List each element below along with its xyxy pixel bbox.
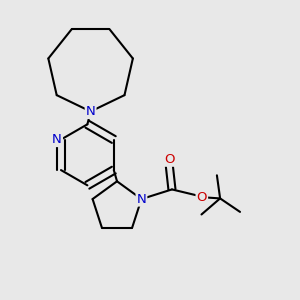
Text: N: N xyxy=(86,105,95,118)
Text: O: O xyxy=(196,190,207,204)
Text: N: N xyxy=(136,193,146,206)
Text: O: O xyxy=(164,153,175,166)
Text: N: N xyxy=(52,133,62,146)
